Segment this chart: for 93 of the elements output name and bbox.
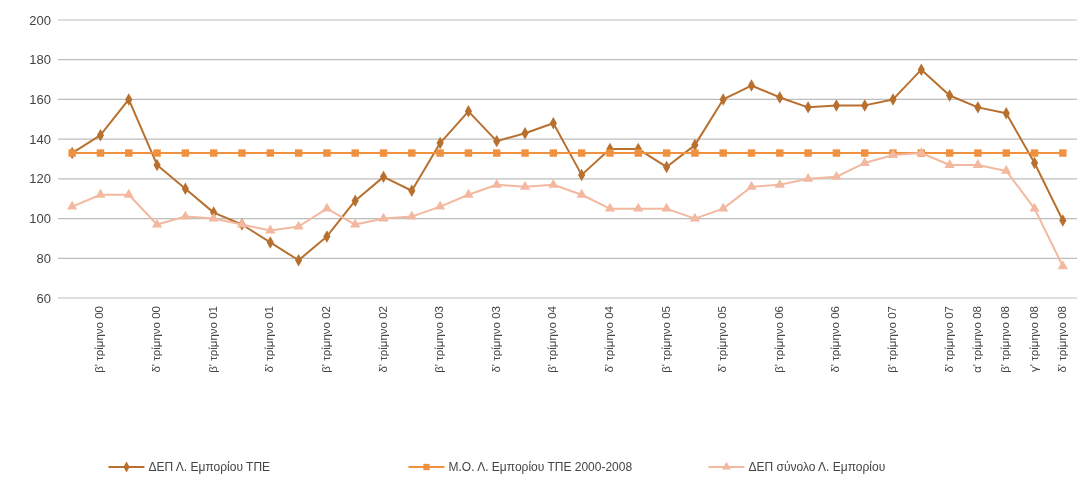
- x-tick-label: δ' τρίμηνο 07: [942, 306, 955, 373]
- x-tick-label: β' τρίμηνο 01: [206, 306, 219, 373]
- point: [351, 149, 359, 157]
- y-tick-label: 200: [29, 12, 51, 28]
- point: [491, 178, 502, 188]
- x-tick-label: β' τρίμηνο 05: [659, 306, 672, 373]
- point: [493, 149, 501, 157]
- legend-label: Μ.Ο. Λ. Εμπορίου ΤΠΕ 2000-2008: [448, 460, 633, 475]
- point: [774, 178, 785, 188]
- x-tick-label: β' τρίμηνο 00: [93, 306, 106, 373]
- x-tick-label: α' τρίμηνο 08: [970, 306, 983, 373]
- x-tick-label: β' τρίμηνο 07: [886, 306, 899, 373]
- point: [238, 149, 246, 157]
- point: [718, 202, 729, 212]
- point: [634, 149, 642, 157]
- point: [181, 149, 190, 157]
- point: [435, 200, 446, 210]
- x-tick-label: δ' τρίμηνο 04: [602, 305, 615, 373]
- point: [633, 202, 644, 212]
- point: [1002, 149, 1010, 157]
- point: [577, 149, 586, 157]
- point: [406, 210, 417, 220]
- legend-label: ΔΕΠ σύνολο Λ. Εμπορίου: [748, 460, 886, 475]
- point: [548, 178, 559, 188]
- point: [944, 159, 955, 168]
- x-tick-label: γ' τρίμηνο 08: [1027, 306, 1040, 372]
- point: [691, 149, 699, 157]
- x-tick-label: δ' τρίμηνο 05: [716, 306, 729, 373]
- y-tick-label: 60: [36, 290, 51, 306]
- point: [67, 200, 78, 210]
- point: [209, 149, 218, 157]
- point: [153, 149, 161, 157]
- x-tick-label: δ' τρίμηνο 08: [1055, 306, 1068, 373]
- x-tick-label: β' τρίμηνο 08: [999, 306, 1012, 373]
- x-tick-label: δ' τρίμηνο 02: [376, 306, 389, 373]
- point: [861, 149, 869, 157]
- point: [1001, 165, 1012, 174]
- point: [831, 170, 842, 180]
- point: [746, 180, 757, 190]
- point: [945, 149, 954, 157]
- x-tick-label: β' τρίμηνο 06: [772, 306, 785, 373]
- point: [96, 149, 105, 157]
- point: [1029, 202, 1040, 212]
- point: [180, 210, 191, 220]
- point: [464, 149, 473, 157]
- y-tick-label: 140: [29, 131, 51, 147]
- y-tick-label: 160: [29, 91, 51, 107]
- point: [747, 149, 756, 157]
- point: [1057, 260, 1068, 270]
- x-tick-label: β' τρίμηνο 03: [433, 306, 446, 373]
- point: [266, 149, 274, 157]
- point: [123, 188, 134, 198]
- point: [604, 202, 616, 212]
- point: [378, 212, 389, 222]
- point: [521, 149, 529, 157]
- point: [208, 212, 219, 222]
- point: [576, 188, 587, 198]
- x-tick-label: δ' τρίμηνο 06: [829, 306, 842, 373]
- point: [549, 149, 558, 157]
- point: [323, 149, 331, 157]
- point: [972, 159, 984, 168]
- x-tick-label: δ' τρίμηνο 00: [150, 306, 163, 373]
- y-tick-label: 100: [29, 211, 51, 227]
- point: [463, 188, 474, 198]
- point: [408, 149, 416, 157]
- point: [661, 202, 672, 212]
- point: [606, 149, 614, 157]
- point: [689, 212, 700, 222]
- y-tick-label: 80: [36, 250, 51, 266]
- point: [719, 149, 727, 157]
- point: [95, 188, 106, 198]
- point: [1030, 149, 1039, 157]
- point: [379, 149, 388, 157]
- point: [294, 149, 303, 157]
- point: [776, 149, 784, 157]
- point: [519, 180, 531, 190]
- point: [321, 202, 332, 212]
- point: [125, 149, 133, 157]
- point: [804, 149, 812, 157]
- x-tick-label: δ' τρίμηνο 03: [489, 306, 502, 373]
- point: [974, 149, 982, 157]
- x-tick-label: β' τρίμηνο 02: [319, 306, 332, 373]
- point: [832, 149, 841, 157]
- point: [436, 149, 444, 157]
- y-tick-label: 120: [29, 171, 51, 187]
- point: [803, 172, 814, 182]
- y-tick-label: 180: [29, 52, 51, 68]
- legend-label: ΔΕΠ Λ. Εμπορίου ΤΠΕ: [148, 460, 271, 475]
- point: [265, 224, 276, 234]
- x-tick-label: δ' τρίμηνο 01: [263, 306, 276, 373]
- point: [1059, 149, 1067, 157]
- x-tick-label: β' τρίμηνο 04: [546, 305, 559, 373]
- point: [662, 149, 671, 157]
